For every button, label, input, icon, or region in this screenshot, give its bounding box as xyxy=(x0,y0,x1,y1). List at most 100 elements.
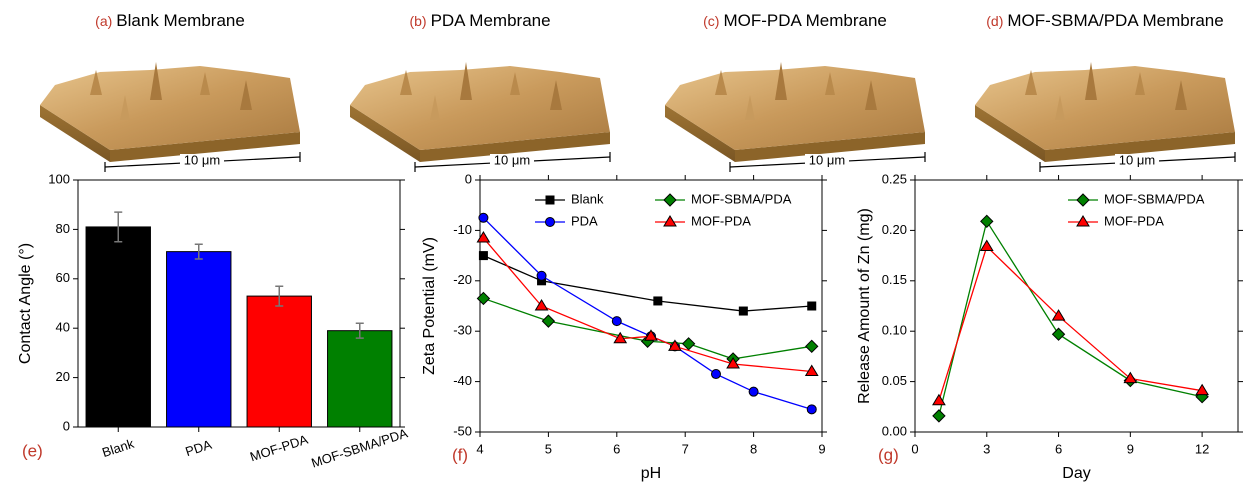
series-line xyxy=(939,247,1202,401)
y-tick-label: 20 xyxy=(56,369,70,384)
image-label: (b) xyxy=(409,13,426,29)
x-tick-label: MOF-SBMA/PDA xyxy=(309,425,409,470)
y-tick-label: 0.05 xyxy=(882,373,907,388)
y-tick-label: -30 xyxy=(453,323,472,338)
marker xyxy=(933,410,945,422)
image-title: (b) PDA Membrane xyxy=(409,11,550,30)
x-tick-label: MOF-PDA xyxy=(248,431,310,464)
y-tick-label: 0.10 xyxy=(882,323,907,338)
marker xyxy=(807,405,816,414)
x-tick-label: 3 xyxy=(983,441,990,456)
membrane-image xyxy=(975,62,1235,172)
marker xyxy=(546,196,554,204)
x-tick-label: 9 xyxy=(1127,441,1134,456)
marker xyxy=(477,232,489,242)
x-tick-label: 7 xyxy=(682,441,689,456)
x-tick-label: 12 xyxy=(1195,441,1209,456)
marker xyxy=(683,338,695,350)
x-axis-title: pH xyxy=(641,465,661,482)
series-line xyxy=(483,238,811,372)
image-title: (c)MOF-PDA Membrane xyxy=(703,11,887,30)
scale-bar-label: 10 μm xyxy=(1119,152,1155,167)
y-axis-title: Release Amount of Zn (mg) xyxy=(856,208,873,404)
series-line xyxy=(483,298,811,358)
x-axis-title: Day xyxy=(1062,465,1090,482)
marker xyxy=(664,216,676,226)
marker xyxy=(1077,194,1089,206)
plot-frame xyxy=(480,180,822,432)
image-label: (d) xyxy=(986,13,1003,29)
image-title-text: MOF-SBMA/PDA Membrane xyxy=(1007,11,1223,30)
marker xyxy=(711,370,720,379)
y-axis-title: Zeta Potential (mV) xyxy=(421,237,438,375)
y-tick-label: 0.15 xyxy=(882,272,907,287)
series-line xyxy=(939,221,1202,416)
scale-bar-label: 10 μm xyxy=(494,152,530,167)
image-label: (c) xyxy=(703,13,719,29)
image-title-text: Blank Membrane xyxy=(116,11,245,30)
marker xyxy=(479,213,488,222)
y-tick-label: -50 xyxy=(453,423,472,438)
y-tick-label: 100 xyxy=(48,171,70,186)
image-title-text: PDA Membrane xyxy=(431,11,551,30)
scale-bar-label: 10 μm xyxy=(809,152,845,167)
x-tick-label: 9 xyxy=(818,441,825,456)
marker xyxy=(749,387,758,396)
marker xyxy=(542,315,554,327)
y-tick-label: -40 xyxy=(453,373,472,388)
legend-label: MOF-PDA xyxy=(1104,213,1164,228)
panel-label: (f) xyxy=(452,445,468,464)
x-tick-label: 8 xyxy=(750,441,757,456)
membrane-image xyxy=(665,62,925,172)
marker xyxy=(981,215,993,227)
marker xyxy=(654,297,662,305)
image-label: (a) xyxy=(95,13,112,29)
y-tick-label: 0 xyxy=(465,171,472,186)
y-tick-label: -20 xyxy=(453,272,472,287)
image-title: (d)MOF-SBMA/PDA Membrane xyxy=(986,11,1223,30)
x-tick-label: Blank xyxy=(100,436,136,460)
bar xyxy=(86,227,150,427)
x-tick-label: 0 xyxy=(911,441,918,456)
bar xyxy=(328,331,392,427)
legend-label: MOF-SBMA/PDA xyxy=(691,191,792,206)
marker xyxy=(1053,328,1065,340)
x-tick-label: 6 xyxy=(613,441,620,456)
bar xyxy=(247,296,311,427)
legend-label: MOF-SBMA/PDA xyxy=(1104,191,1205,206)
y-tick-label: 0.00 xyxy=(882,423,907,438)
marker xyxy=(806,340,818,352)
marker xyxy=(546,218,555,227)
marker xyxy=(664,194,676,206)
figure: (a)Blank Membrane 10 μm (b) PDA Membrane 10 … xyxy=(0,0,1244,487)
scale-bar-label: 10 μm xyxy=(184,152,220,167)
y-tick-label: 40 xyxy=(56,320,70,335)
marker xyxy=(981,241,993,251)
y-tick-label: 0 xyxy=(63,418,70,433)
y-tick-label: 80 xyxy=(56,221,70,236)
marker xyxy=(1077,216,1089,226)
panel-label: (g) xyxy=(878,445,899,464)
image-title: (a)Blank Membrane xyxy=(95,11,245,30)
x-tick-label: 6 xyxy=(1055,441,1062,456)
marker xyxy=(537,271,546,280)
image-title-text: MOF-PDA Membrane xyxy=(723,11,886,30)
membrane-image xyxy=(350,62,610,172)
series-line xyxy=(483,256,811,311)
marker xyxy=(612,317,621,326)
marker xyxy=(479,252,487,260)
marker xyxy=(739,307,747,315)
y-tick-label: 0.25 xyxy=(882,171,907,186)
y-axis-title: Contact Angle (°) xyxy=(17,243,34,364)
legend-label: PDA xyxy=(571,213,598,228)
marker xyxy=(808,302,816,310)
series-line xyxy=(483,218,811,410)
panel-label: (e) xyxy=(22,441,43,460)
y-tick-label: -10 xyxy=(453,222,472,237)
legend-label: MOF-PDA xyxy=(691,213,751,228)
x-tick-label: PDA xyxy=(183,437,213,460)
membrane-image xyxy=(40,62,300,172)
x-tick-label: 4 xyxy=(476,441,483,456)
y-tick-label: 0.20 xyxy=(882,222,907,237)
bar xyxy=(167,252,231,427)
